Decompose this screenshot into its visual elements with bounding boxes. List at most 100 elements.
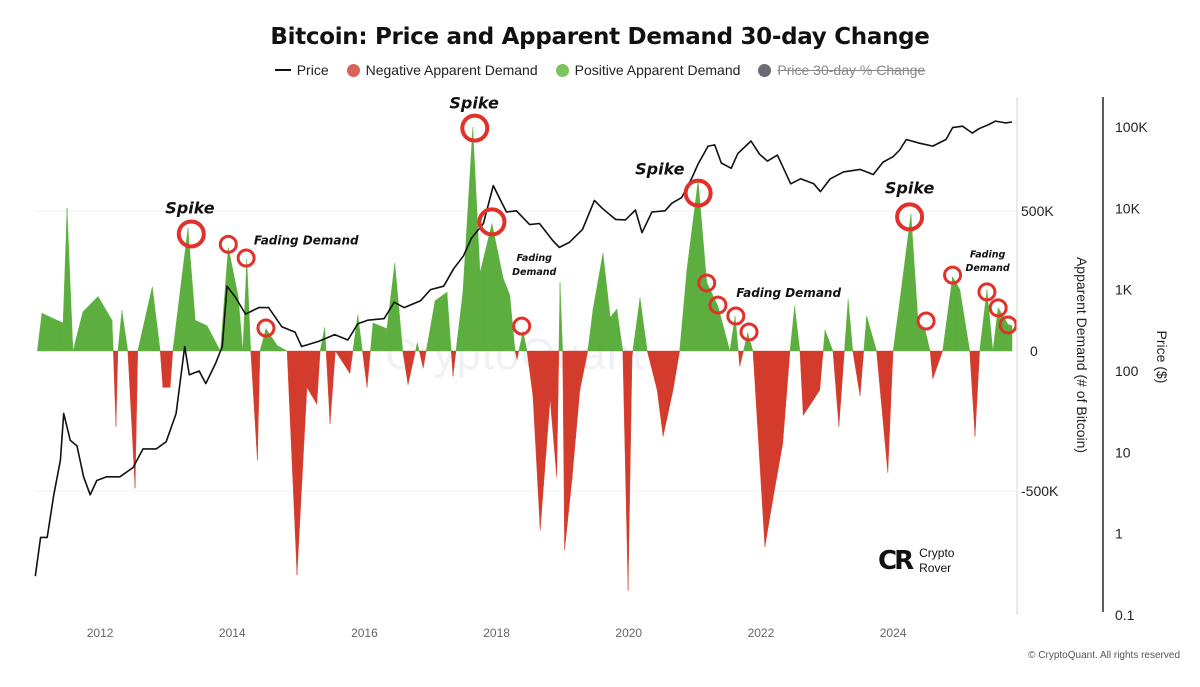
negative-demand-segment xyxy=(134,350,138,489)
negative-demand-segment xyxy=(739,350,744,367)
negative-demand-segment xyxy=(250,350,258,461)
annotation-circle xyxy=(726,306,746,326)
demand-area xyxy=(37,126,1013,591)
negative-demand-segment xyxy=(160,350,164,388)
negative-demand-segment xyxy=(526,350,534,396)
right-tick-label: 0.1 xyxy=(1115,607,1135,623)
annotation-circle xyxy=(739,322,759,342)
legend-label: Price 30-day % Change xyxy=(777,62,926,78)
positive-demand-segment xyxy=(97,295,113,352)
negative-demand-segment xyxy=(929,350,933,380)
legend-item-negative-demand[interactable]: Negative Apparent Demand xyxy=(346,62,538,78)
positive-demand-segment xyxy=(137,286,153,352)
positive-demand-segment xyxy=(472,126,481,352)
annotation-circle xyxy=(218,234,238,254)
spike-label: Spike xyxy=(885,179,935,198)
positive-demand-segment xyxy=(37,313,43,352)
positive-demand-segment xyxy=(632,297,641,352)
negative-demand-segment xyxy=(838,350,845,427)
negative-demand-segment xyxy=(549,350,557,478)
legend-item-positive-demand[interactable]: Positive Apparent Demand xyxy=(555,62,740,78)
fading-demand-label: Fading Demand xyxy=(512,253,556,278)
positive-demand-segment xyxy=(246,258,251,352)
annotation-circles xyxy=(176,113,1018,342)
negative-demand-segment xyxy=(782,350,791,444)
negative-demand-segment xyxy=(419,350,424,368)
positive-demand-segment xyxy=(789,306,795,352)
dot-icon xyxy=(555,63,569,77)
negative-demand-segment xyxy=(402,350,409,385)
positive-demand-segment xyxy=(41,312,64,352)
x-tick-label: 2014 xyxy=(219,626,246,640)
negative-demand-segment xyxy=(832,350,840,427)
negative-demand-segment xyxy=(564,350,573,550)
negative-demand-segment xyxy=(969,350,976,437)
negative-demand-segment xyxy=(539,350,551,531)
negative-demand-segment xyxy=(349,350,354,374)
negative-demand-segment xyxy=(562,350,565,550)
legend-label: Negative Apparent Demand xyxy=(365,62,538,78)
negative-demand-segment xyxy=(325,350,331,424)
positive-demand-segment xyxy=(195,319,208,352)
fading-demand-label: Fading Demand xyxy=(736,286,841,300)
positive-demand-segment xyxy=(747,332,754,352)
negative-demand-segment xyxy=(516,350,520,360)
positive-demand-segment xyxy=(616,308,624,352)
x-tick-label: 2018 xyxy=(483,626,510,640)
negative-demand-segment xyxy=(631,350,634,357)
negative-demand-segment xyxy=(452,350,457,377)
positive-demand-segment xyxy=(509,294,516,352)
negative-demand-segment xyxy=(852,350,861,396)
fading-demand-label: Fading Demand xyxy=(965,249,1009,274)
positive-demand-segment xyxy=(847,299,853,352)
positive-demand-segment xyxy=(942,276,953,352)
negative-demand-segment xyxy=(366,350,371,388)
negative-demand-segment xyxy=(115,350,119,427)
positive-demand-segment xyxy=(352,314,359,352)
legend-item-price[interactable]: Price xyxy=(274,62,329,78)
negative-demand-segment xyxy=(556,350,560,478)
legend-item-price-change[interactable]: Price 30-day % Change xyxy=(758,62,925,78)
negative-demand-segment xyxy=(362,350,368,388)
left-axis-title: Apparent Demand (# of Bitcoin) xyxy=(1074,257,1090,453)
annotation-circle xyxy=(236,248,256,268)
dot-icon xyxy=(758,63,772,77)
gridlines xyxy=(34,210,1016,492)
positive-demand-segment xyxy=(587,308,594,352)
positive-demand-segment xyxy=(952,276,961,352)
annotation-circle xyxy=(683,178,713,208)
right-tick-label: 100K xyxy=(1115,119,1148,135)
positive-demand-segment xyxy=(734,315,739,352)
positive-demand-segment xyxy=(602,252,611,352)
positive-demand-segment xyxy=(425,300,436,352)
spike-label: Spike xyxy=(165,199,215,218)
copyright: © CryptoQuant. All rights reserved xyxy=(1028,650,1180,661)
left-tick-label: -500K xyxy=(1021,483,1059,499)
negative-demand-segment xyxy=(876,350,888,473)
price-line xyxy=(34,120,1013,577)
positive-demand-segment xyxy=(111,320,114,352)
positive-demand-segment xyxy=(152,286,161,352)
positive-demand-segment xyxy=(924,328,931,352)
positive-demand-segment xyxy=(121,310,129,352)
x-tick-label: 2020 xyxy=(615,626,642,640)
positive-demand-segment xyxy=(959,289,970,352)
positive-demand-segment xyxy=(206,325,221,352)
negative-demand-segment xyxy=(334,350,351,375)
negative-demand-segment xyxy=(887,350,894,473)
right-tick-label: 10 xyxy=(1115,444,1131,460)
x-tick-label: 2016 xyxy=(351,626,378,640)
positive-demand-segment xyxy=(394,262,403,352)
fading-demand-label: Fading Demand xyxy=(254,233,359,247)
positive-demand-segment xyxy=(237,296,244,352)
dot-icon xyxy=(346,63,360,77)
positive-demand-segment xyxy=(372,322,388,352)
annotation-circle xyxy=(697,273,717,293)
positive-demand-segment xyxy=(863,315,867,352)
x-tick-label: 2022 xyxy=(748,626,775,640)
positive-demand-segment xyxy=(455,292,464,352)
negative-demand-segment xyxy=(571,350,581,480)
annotation-circle xyxy=(460,113,490,143)
positive-demand-segment xyxy=(220,247,229,352)
